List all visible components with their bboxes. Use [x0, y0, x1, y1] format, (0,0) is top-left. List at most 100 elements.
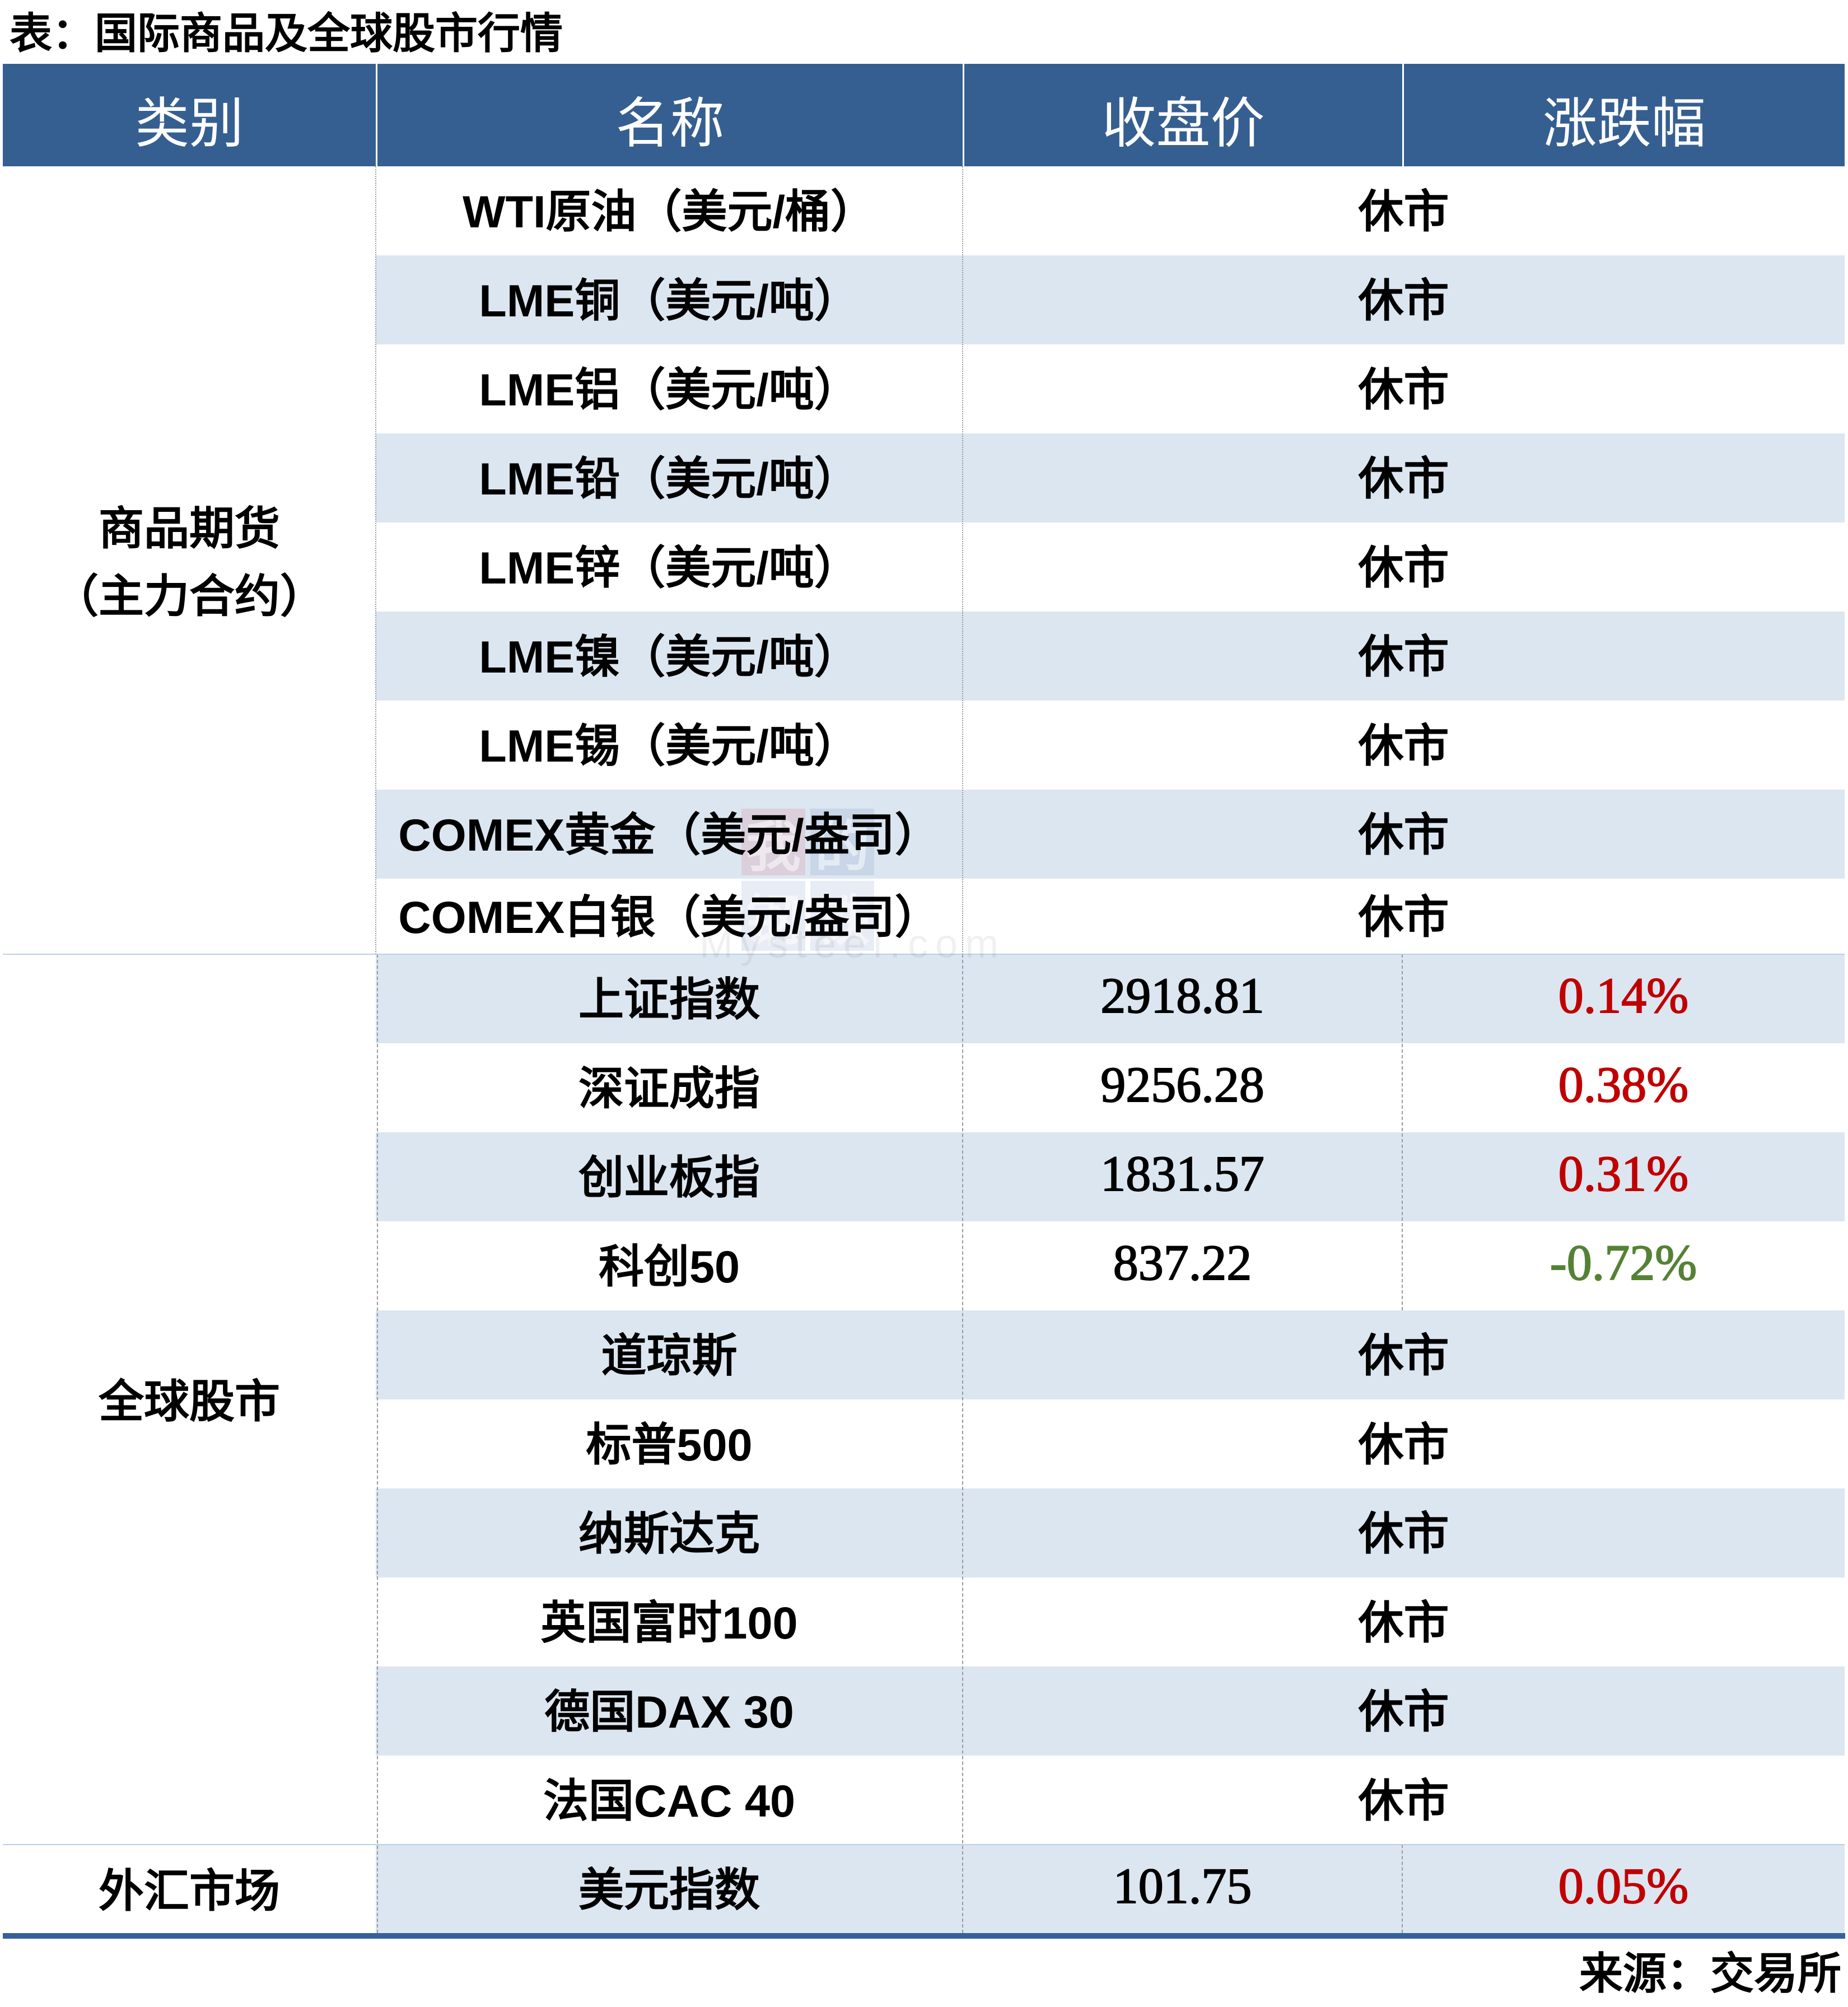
market-closed-cell-text: 休市 — [1358, 893, 1449, 943]
table-group-2: 外汇市场 美元指数 101.75 0.05% — [3, 1845, 1845, 1933]
name-cell-text: 上证指数 — [578, 975, 760, 1025]
name-cell-text: LME镍（美元/吨） — [479, 632, 860, 683]
table-row: 标普500 休市 — [376, 1399, 1845, 1488]
name-cell-text: LME锡（美元/吨） — [479, 721, 860, 772]
group-rows: 美元指数 101.75 0.05% — [376, 1845, 1845, 1933]
category-line: 外汇市场 — [98, 1866, 280, 1917]
name-cell: 科创50 — [376, 1221, 963, 1310]
name-cell-text: 法国CAC 40 — [543, 1776, 796, 1827]
market-closed-cell-text: 休市 — [1358, 365, 1449, 416]
category-line: 全球股市 — [98, 1376, 280, 1427]
name-cell: LME铜（美元/吨） — [376, 255, 963, 344]
category-cell: 外汇市场 — [3, 1845, 376, 1933]
market-closed-cell-text: 休市 — [1358, 543, 1449, 594]
table-row: LME镍（美元/吨） 休市 — [376, 612, 1845, 701]
name-cell-text: 英国富时100 — [540, 1598, 798, 1649]
market-closed-cell: 休市 — [963, 522, 1845, 612]
watermark-char: 钢 — [741, 881, 805, 951]
name-cell: 深证成指 — [376, 1043, 963, 1132]
name-cell-text: COMEX白银（美元/盎司） — [398, 893, 940, 943]
close-price-cell: 1831.57 — [963, 1132, 1402, 1221]
market-closed-cell-text: 休市 — [1358, 721, 1449, 772]
market-closed-cell: 休市 — [963, 433, 1845, 522]
table-row: 英国富时100 休市 — [376, 1577, 1845, 1667]
table-row: LME铅（美元/吨） 休市 — [376, 433, 1845, 522]
watermark-grid: 我的钢铁 — [741, 809, 874, 951]
name-cell-text: 深证成指 — [578, 1064, 760, 1114]
close-price-cell: 2918.81 — [963, 954, 1402, 1043]
group-separator-2 — [3, 1844, 1845, 1845]
name-cell: 法国CAC 40 — [376, 1756, 963, 1845]
divider-category-top — [375, 166, 376, 954]
name-cell: WTI原油（美元/桶） — [376, 166, 963, 255]
market-closed-cell: 休市 — [963, 255, 1845, 344]
name-cell: 英国富时100 — [376, 1577, 963, 1667]
divider-category-bottom — [377, 954, 378, 1933]
name-cell: 德国DAX 30 — [376, 1667, 963, 1756]
change-percent-cell: 0.14% — [1402, 954, 1845, 1043]
table-row: LME铜（美元/吨） 休市 — [376, 255, 1845, 344]
divider-name-top — [962, 166, 963, 954]
market-closed-cell-text: 休市 — [1358, 276, 1449, 326]
close-price-cell: 9256.28 — [963, 1043, 1402, 1132]
table-row: WTI原油（美元/桶） 休市 — [376, 166, 1845, 255]
table-row: 纳斯达克 休市 — [376, 1488, 1845, 1577]
group-rows: 上证指数 2918.81 0.14% 深证成指 9256.28 0.38% 创业板指 1831… — [376, 954, 1845, 1845]
market-closed-cell-text: 休市 — [1358, 454, 1449, 505]
table-row: 深证成指 9256.28 0.38% — [376, 1043, 1845, 1132]
market-closed-cell: 休市 — [963, 344, 1845, 433]
divider-close-stock — [1402, 954, 1403, 1310]
change-percent-cell: 0.05% — [1402, 1845, 1845, 1933]
close-price-cell-text: 9256.28 — [1100, 1057, 1264, 1113]
market-table: 类别 名称 收盘价 涨跌幅 商品期货 （主力合约） WTI原油（美元/桶） 休市 LME… — [3, 64, 1845, 1933]
market-closed-cell-text: 休市 — [1358, 632, 1449, 683]
table-group-1: 全球股市 上证指数 2918.81 0.14% 深证成指 9256.28 0.38% 创业板指… — [3, 954, 1845, 1845]
mysteel-watermark-text: Mysteel.com — [699, 922, 1006, 967]
name-cell: COMEX黄金（美元/盎司） — [376, 790, 963, 879]
watermark-char: 我 — [741, 809, 805, 878]
name-cell-text: 创业板指 — [578, 1153, 760, 1203]
market-closed-cell-text: 休市 — [1358, 1509, 1449, 1560]
change-percent-cell-text: 0.31% — [1558, 1146, 1689, 1202]
table-row: 美元指数 101.75 0.05% — [376, 1845, 1845, 1933]
name-cell: 标普500 — [376, 1399, 963, 1488]
divider-close-fx — [1402, 1845, 1403, 1933]
name-cell: 美元指数 — [376, 1845, 963, 1933]
market-closed-cell: 休市 — [963, 1310, 1845, 1399]
name-cell-text: LME铜（美元/吨） — [479, 276, 860, 326]
column-header-category: 类别 — [135, 94, 244, 154]
table-row: COMEX黄金（美元/盎司） 休市 — [376, 790, 1845, 879]
name-cell: 创业板指 — [376, 1132, 963, 1221]
name-cell: LME锌（美元/吨） — [376, 522, 963, 612]
name-cell: LME铅（美元/吨） — [376, 433, 963, 522]
name-cell-text: 德国DAX 30 — [544, 1687, 794, 1738]
change-percent-cell: 0.38% — [1402, 1043, 1845, 1132]
market-closed-cell-text: 休市 — [1358, 1420, 1449, 1471]
market-closed-cell: 休市 — [963, 1577, 1845, 1667]
table-group-0: 商品期货 （主力合约） WTI原油（美元/桶） 休市 LME铜（美元/吨） 休市 LME铝（… — [3, 166, 1845, 954]
table-body: 商品期货 （主力合约） WTI原油（美元/桶） 休市 LME铜（美元/吨） 休市 LME铝（… — [3, 166, 1845, 1933]
watermark-char: 铁 — [810, 881, 874, 951]
close-price-cell-text: 837.22 — [1113, 1235, 1252, 1291]
table-row: LME铝（美元/吨） 休市 — [376, 344, 1845, 433]
change-percent-cell-text: -0.72% — [1550, 1235, 1697, 1291]
name-cell-text: 纳斯达克 — [578, 1509, 760, 1560]
market-closed-cell: 休市 — [963, 612, 1845, 701]
close-price-cell: 837.22 — [963, 1221, 1402, 1310]
market-closed-cell: 休市 — [963, 1667, 1845, 1756]
change-percent-cell-text: 0.14% — [1558, 968, 1689, 1024]
group-separator-1 — [3, 954, 1845, 955]
category-line: （主力合约） — [53, 571, 325, 622]
column-header-name: 名称 — [376, 64, 963, 166]
name-cell-text: LME锌（美元/吨） — [479, 543, 860, 594]
table-header-row: 类别 名称 收盘价 涨跌幅 — [3, 64, 1845, 166]
column-header-close: 收盘价 — [963, 64, 1402, 166]
name-cell-text: 道琼斯 — [601, 1331, 738, 1381]
category-cell: 全球股市 — [3, 954, 376, 1845]
market-closed-cell-text: 休市 — [1358, 1331, 1449, 1381]
close-price-cell-text: 1831.57 — [1100, 1146, 1264, 1202]
table-row: 科创50 837.22 -0.72% — [376, 1221, 1845, 1310]
category-cell: 商品期货 （主力合约） — [3, 166, 376, 954]
change-percent-cell-text: 0.38% — [1558, 1057, 1689, 1113]
group-rows: WTI原油（美元/桶） 休市 LME铜（美元/吨） 休市 LME铝（美元/吨） 休市 LME… — [376, 166, 1845, 954]
